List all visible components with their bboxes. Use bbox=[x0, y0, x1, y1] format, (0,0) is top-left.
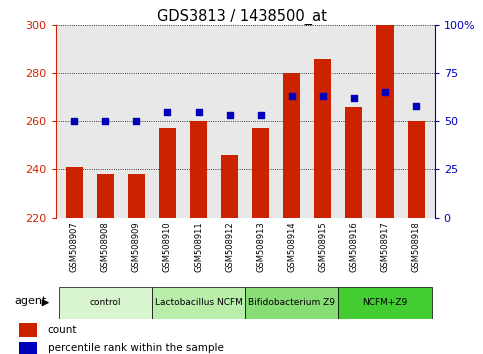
Text: GSM508907: GSM508907 bbox=[70, 221, 79, 272]
Text: GSM508917: GSM508917 bbox=[381, 221, 389, 272]
Bar bbox=[408, 121, 425, 218]
Bar bbox=[252, 129, 269, 218]
Text: Lactobacillus NCFM: Lactobacillus NCFM bbox=[155, 298, 242, 307]
Text: percentile rank within the sample: percentile rank within the sample bbox=[48, 343, 224, 353]
Text: GSM508916: GSM508916 bbox=[349, 221, 358, 272]
Bar bbox=[245, 287, 339, 319]
Bar bbox=[97, 174, 114, 218]
Bar bbox=[314, 58, 331, 218]
Point bbox=[226, 113, 233, 118]
Text: GDS3813 / 1438500_at: GDS3813 / 1438500_at bbox=[156, 9, 327, 25]
Text: Bifidobacterium Z9: Bifidobacterium Z9 bbox=[248, 298, 335, 307]
Bar bbox=[19, 342, 37, 354]
Bar bbox=[152, 287, 245, 319]
Text: GSM508911: GSM508911 bbox=[194, 221, 203, 272]
Text: GSM508915: GSM508915 bbox=[318, 221, 327, 272]
Text: agent: agent bbox=[14, 296, 46, 306]
Bar bbox=[58, 287, 152, 319]
Bar bbox=[128, 174, 145, 218]
Bar bbox=[66, 167, 83, 218]
Bar bbox=[221, 155, 238, 218]
Text: GSM508914: GSM508914 bbox=[287, 221, 296, 272]
Bar bbox=[345, 107, 362, 218]
Bar bbox=[339, 287, 432, 319]
Text: GSM508910: GSM508910 bbox=[163, 221, 172, 272]
Bar bbox=[190, 121, 207, 218]
Text: count: count bbox=[48, 325, 77, 335]
Point bbox=[412, 103, 420, 109]
Point bbox=[164, 109, 171, 114]
Bar bbox=[159, 129, 176, 218]
Point bbox=[101, 118, 109, 124]
Point bbox=[381, 90, 389, 95]
Text: GSM508912: GSM508912 bbox=[225, 221, 234, 272]
Point bbox=[257, 113, 265, 118]
Text: GSM508913: GSM508913 bbox=[256, 221, 265, 272]
Point bbox=[132, 118, 140, 124]
Text: NCFM+Z9: NCFM+Z9 bbox=[362, 298, 408, 307]
Text: GSM508908: GSM508908 bbox=[101, 221, 110, 272]
Bar bbox=[19, 323, 37, 337]
Text: GSM508909: GSM508909 bbox=[132, 221, 141, 272]
Bar bbox=[283, 73, 300, 218]
Text: control: control bbox=[89, 298, 121, 307]
Text: GSM508918: GSM508918 bbox=[412, 221, 421, 272]
Point bbox=[288, 93, 296, 99]
Point bbox=[319, 93, 327, 99]
Point bbox=[71, 118, 78, 124]
Bar bbox=[376, 25, 394, 218]
Point bbox=[350, 95, 358, 101]
Point bbox=[195, 109, 202, 114]
